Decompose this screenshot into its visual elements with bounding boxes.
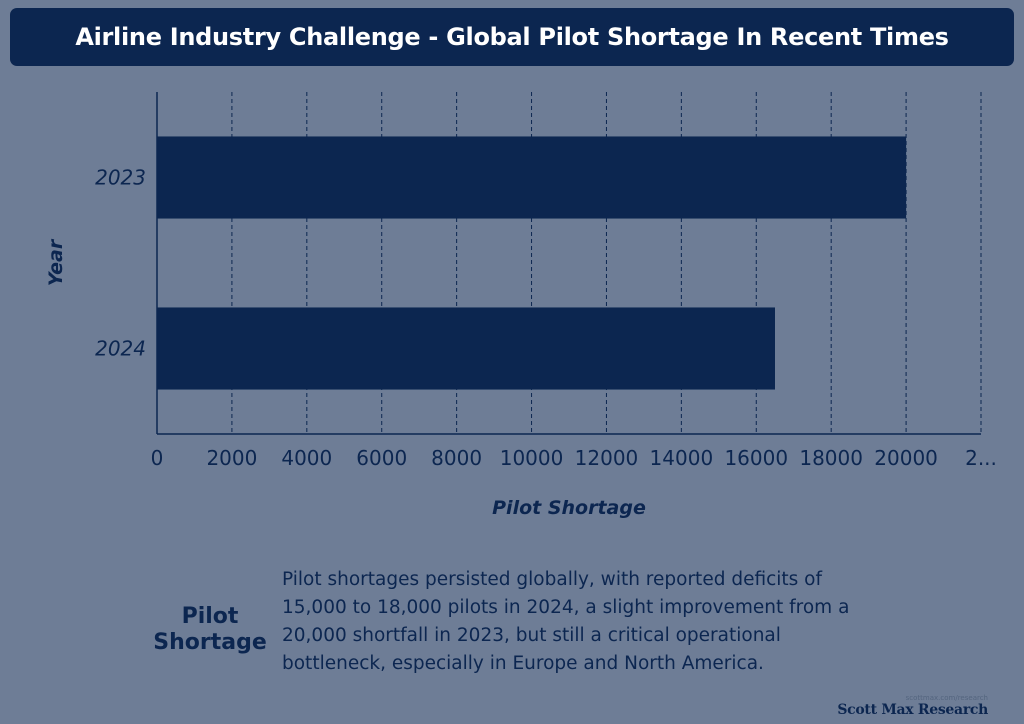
header-bar: Airline Industry Challenge - Global Pilo… xyxy=(10,8,1014,66)
x-tick-label: 10000 xyxy=(500,446,564,470)
x-tick-label: 12000 xyxy=(575,446,639,470)
y-tick-label: 2024 xyxy=(95,337,146,361)
x-tick-label: 16000 xyxy=(724,446,788,470)
brand-logo: Scott Max Research xyxy=(837,702,988,718)
bar-2024 xyxy=(157,307,775,390)
footer-label-line2: Shortage xyxy=(153,630,267,655)
footer-label-line1: Pilot xyxy=(181,604,239,629)
x-tick-labels: 0 2000 4000 6000 8000 10000 12000 14000 16000 180… xyxy=(151,446,997,470)
brand-url: scottmax.com/research xyxy=(905,694,988,702)
footer-description: Pilot shortages persisted globally, with… xyxy=(282,569,850,674)
x-tick-label: 4000 xyxy=(281,446,332,470)
y-axis-title: Year xyxy=(45,238,67,286)
bar-chart: 0 2000 4000 6000 8000 10000 12000 14000 16000 180… xyxy=(45,92,997,519)
page-title: Airline Industry Challenge - Global Pilo… xyxy=(75,23,949,51)
y-tick-label: 2023 xyxy=(95,166,146,190)
x-tick-label: 18000 xyxy=(799,446,863,470)
bars xyxy=(157,136,907,390)
footer-label: Pilot Shortage xyxy=(150,604,270,656)
bar-2023 xyxy=(157,136,907,219)
x-tick-label: 20000 xyxy=(874,446,938,470)
x-tick-label: 2... xyxy=(965,446,997,470)
x-axis-title: Pilot Shortage xyxy=(492,497,646,519)
x-tick-label: 0 xyxy=(151,446,164,470)
x-tick-label: 8000 xyxy=(431,446,482,470)
x-tick-label: 6000 xyxy=(356,446,407,470)
y-tick-labels: 2023 2024 xyxy=(95,166,146,361)
x-tick-label: 14000 xyxy=(650,446,714,470)
x-tick-label: 2000 xyxy=(206,446,257,470)
